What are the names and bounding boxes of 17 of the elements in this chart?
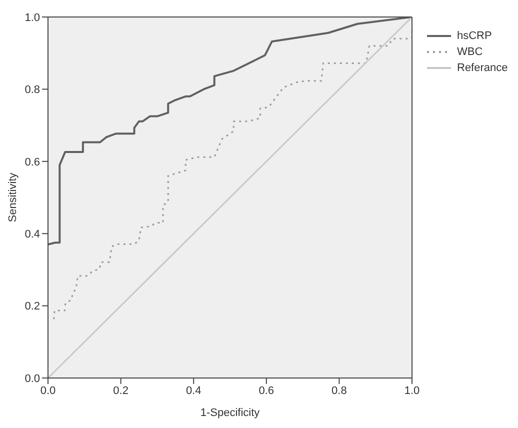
y-tick-label: 1.0 [24, 12, 40, 24]
legend-label: hsCRP [457, 30, 492, 42]
legend-label: WBC [457, 46, 483, 58]
legend-label: Referance [457, 62, 508, 74]
y-tick-label: 0.8 [24, 84, 40, 96]
y-tick-label: 0.4 [24, 228, 40, 241]
y-axis-title: Sensitivity [6, 172, 19, 222]
x-tick-label: 0.8 [332, 384, 347, 397]
x-axis-title: 1-Specificity [200, 407, 260, 419]
x-tick-label: 0.2 [113, 384, 128, 397]
y-tick-label: 0.2 [24, 300, 40, 313]
x-tick-label: 1.0 [404, 384, 420, 397]
y-tick-label: 0.0 [24, 372, 40, 385]
y-tick-label: 0.6 [24, 156, 40, 168]
x-tick-label: 0.6 [258, 384, 274, 397]
x-tick-label: 0.0 [40, 384, 56, 397]
x-tick-label: 0.4 [186, 384, 202, 397]
